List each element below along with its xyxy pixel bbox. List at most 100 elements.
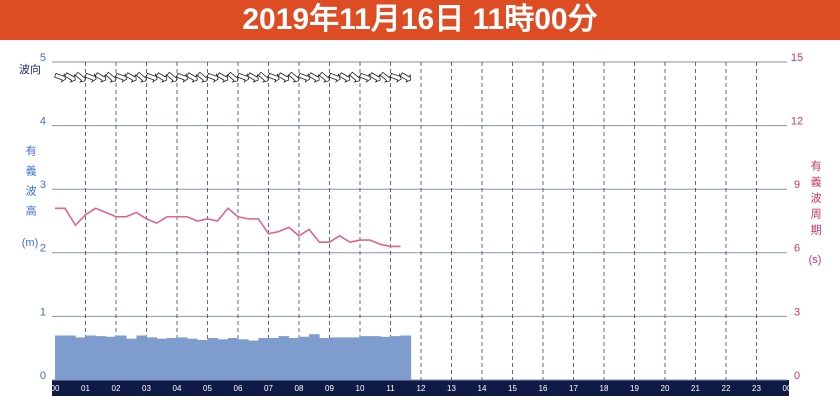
direction-icon — [64, 72, 76, 83]
x-tick-label: 19 — [630, 384, 639, 393]
y2-tick-label: 3 — [794, 306, 800, 318]
x-tick-label: 13 — [447, 384, 456, 393]
bar — [95, 336, 107, 380]
direction-icon — [359, 72, 372, 83]
direction-icon — [206, 72, 219, 83]
x-tick-label: 12 — [417, 384, 426, 393]
direction-icon — [145, 72, 158, 83]
x-tick-label: 09 — [325, 384, 334, 393]
bar — [187, 338, 198, 380]
bar — [217, 339, 229, 380]
x-tick-label: 18 — [600, 384, 609, 393]
direction-icon — [318, 71, 330, 83]
y2-axis-label: 有義波周期 — [809, 159, 822, 240]
bar — [105, 336, 117, 380]
direction-icon — [257, 71, 269, 83]
direction-icon — [227, 71, 239, 83]
direction-icon — [399, 72, 412, 83]
x-tick-label: 03 — [142, 384, 151, 393]
bar — [156, 338, 168, 380]
x-tick-label: 00 — [51, 384, 60, 393]
direction-icon — [338, 72, 351, 83]
bar — [390, 336, 402, 380]
x-tick-label: 00 — [783, 384, 792, 393]
direction-icon — [298, 72, 311, 83]
direction-icon — [369, 72, 381, 83]
x-tick-label: 06 — [234, 384, 243, 393]
y-tick-label: 0 — [40, 370, 46, 382]
y2-axis-unit: (s) — [809, 254, 822, 266]
x-tick-label: 21 — [691, 384, 700, 393]
x-tick-label: 07 — [264, 384, 273, 393]
bar — [177, 337, 188, 380]
direction-icon — [389, 72, 402, 83]
bar — [227, 338, 239, 380]
y-tick-label: 1 — [40, 306, 46, 318]
x-tick-label: 01 — [81, 384, 90, 393]
direction-icon — [125, 72, 137, 83]
x-axis-band — [52, 380, 789, 396]
bar — [370, 336, 381, 380]
bar — [116, 335, 127, 380]
bar — [268, 338, 280, 380]
direction-icon — [237, 72, 250, 83]
direction-icon — [196, 71, 208, 83]
y-tick-label: 3 — [40, 179, 46, 191]
bar — [278, 336, 290, 380]
direction-icon — [216, 72, 229, 83]
bar — [126, 338, 137, 380]
bar — [65, 335, 76, 380]
y-axis-label: 有義波高 — [24, 144, 37, 225]
bar — [309, 334, 320, 380]
y2-tick-label: 15 — [791, 52, 803, 64]
direction-icon — [288, 71, 300, 83]
direction-icon — [74, 71, 86, 83]
x-tick-label: 05 — [203, 384, 212, 393]
direction-icon — [54, 72, 67, 83]
direction-icon — [105, 71, 117, 83]
direction-icon — [94, 72, 107, 83]
direction-icon — [166, 71, 178, 83]
direction-icon — [135, 71, 147, 83]
y-axis-unit: (m) — [22, 237, 39, 249]
direction-icon — [379, 71, 391, 83]
x-tick-label: 11 — [386, 384, 395, 393]
y2-tick-label: 6 — [794, 243, 800, 255]
bar — [400, 335, 412, 380]
x-tick-label: 14 — [478, 384, 487, 393]
bar — [197, 339, 208, 380]
y2-tick-label: 12 — [791, 116, 803, 128]
bar — [329, 337, 341, 380]
direction-icon — [176, 72, 189, 83]
x-tick-label: 16 — [539, 384, 548, 393]
bar — [166, 338, 178, 380]
x-tick-label: 23 — [752, 384, 761, 393]
bar — [299, 336, 310, 380]
direction-icon — [277, 72, 290, 83]
line — [55, 207, 401, 248]
direction-icon — [186, 72, 198, 83]
y-tick-label: 5 — [40, 52, 46, 64]
x-tick-label: 08 — [295, 384, 304, 393]
bar — [136, 335, 147, 380]
x-tick-label: 04 — [173, 384, 182, 393]
direction-icon — [155, 72, 168, 83]
direction-icon — [267, 72, 280, 83]
bar — [349, 337, 361, 380]
bar — [238, 339, 249, 380]
bar — [75, 337, 86, 380]
y2-tick-label: 0 — [794, 370, 800, 382]
x-tick-label: 22 — [722, 384, 731, 393]
direction-icon — [349, 71, 361, 83]
bar — [207, 338, 219, 380]
y-tick-label: 2 — [40, 243, 46, 255]
bar — [55, 335, 66, 380]
bar — [339, 337, 351, 380]
bar — [248, 340, 259, 380]
bar — [288, 338, 300, 380]
direction-icon — [328, 72, 341, 83]
x-tick-label: 20 — [661, 384, 670, 393]
y-tick-label: 4 — [40, 116, 46, 128]
bar — [85, 335, 97, 380]
chart-title: 2019年11月16日 11時00分 — [242, 3, 597, 36]
